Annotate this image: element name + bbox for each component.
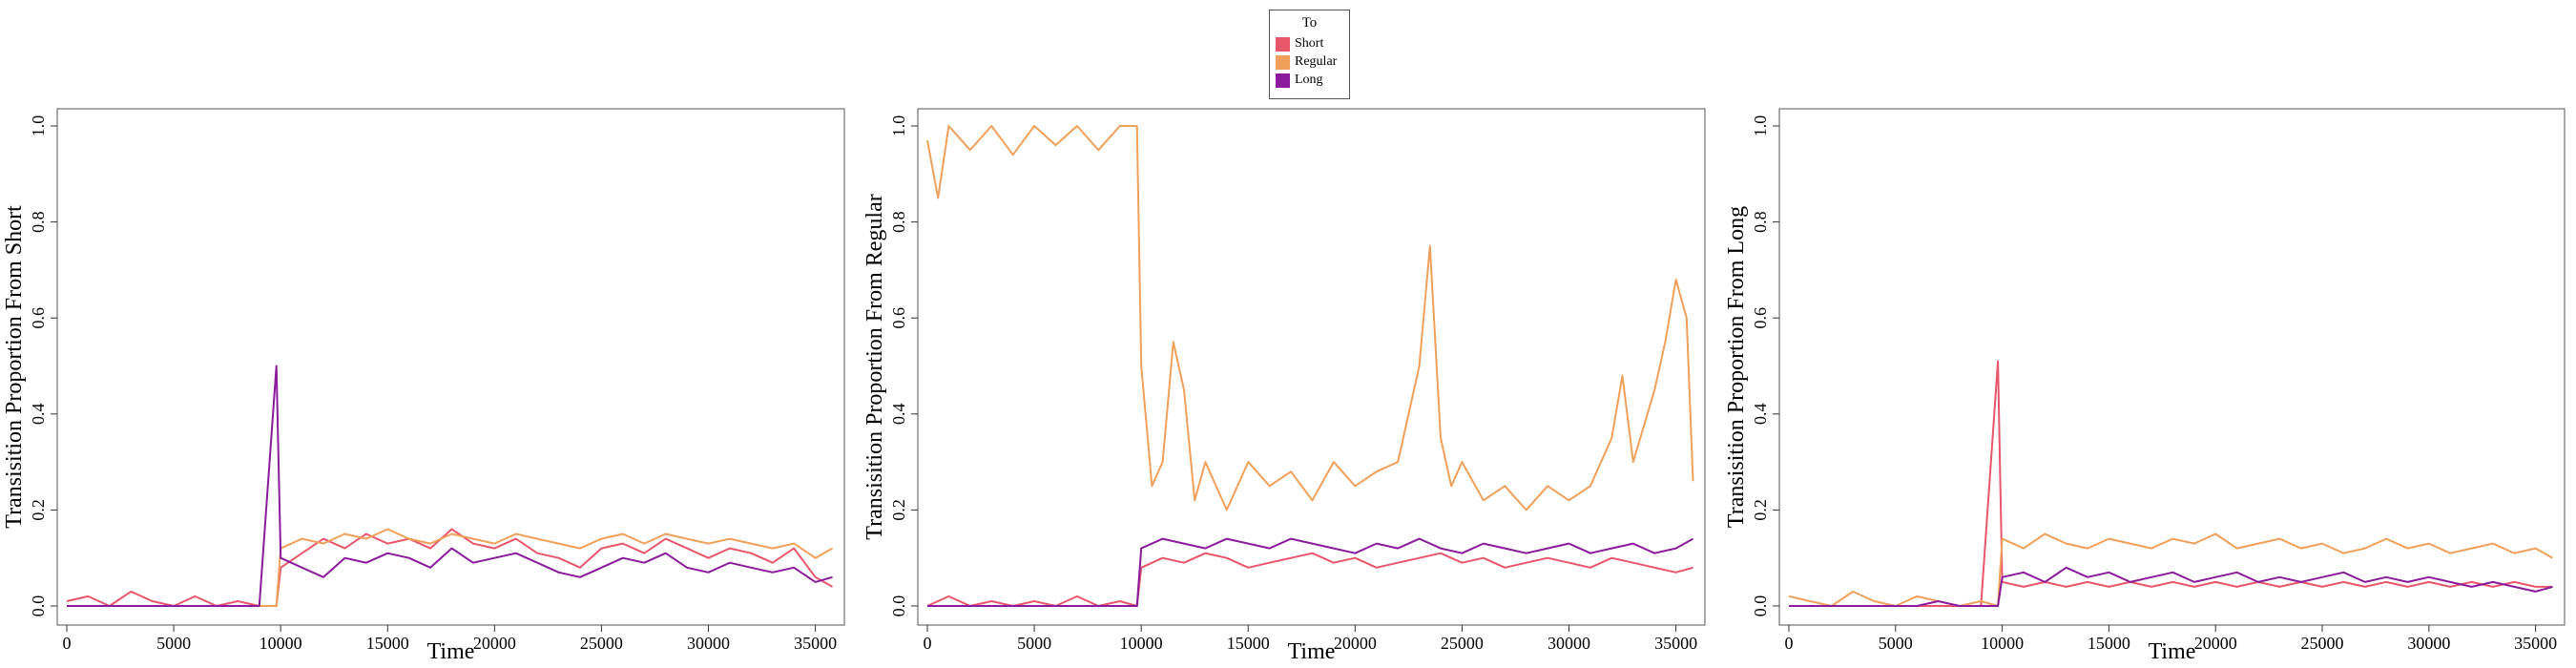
- panel-3-series-long: [1789, 566, 2553, 607]
- panel-3-x-tick-label: 30000: [2407, 634, 2450, 653]
- panel-2-x-tick-label: 35000: [1654, 634, 1697, 653]
- panel-2-y-tick-label: 0.6: [889, 307, 908, 329]
- panel-1-frame: [56, 108, 845, 626]
- panel-1-y-tick-label: 0.8: [29, 211, 48, 233]
- panel-3-x-tick-label: 0: [1785, 634, 1794, 653]
- legend-item-regular: Regular: [1276, 54, 1337, 72]
- panel-3-y-tick-label: 0.0: [1751, 595, 1770, 617]
- panel-2-y-tick-label: 0.0: [889, 595, 908, 617]
- panel-2-y-tick-label: 0.2: [889, 499, 908, 521]
- panel-2-series-long: [927, 537, 1693, 607]
- panel-2-x-tick-label: 5000: [1017, 634, 1051, 653]
- panel-1-series-long: [67, 365, 833, 607]
- panel-3-x-axis-label: Time: [2149, 639, 2196, 664]
- panel-2-y-tick-label: 0.8: [889, 211, 908, 233]
- panel-2-x-tick-label: 25000: [1441, 634, 1484, 653]
- panel-3-series-short: [1789, 360, 2553, 607]
- panel-1-x-tick-label: 0: [63, 634, 72, 653]
- panel-3-y-axis-label: Transisition Proportion From Long: [1724, 206, 1749, 528]
- panel-2-x-tick-label: 0: [924, 634, 932, 653]
- panel-3-x-tick-label: 10000: [1981, 634, 2024, 653]
- panel-2-series-short: [926, 552, 1693, 607]
- panel-2-x-tick-label: 10000: [1120, 634, 1163, 653]
- legend-label-regular: Regular: [1295, 54, 1338, 69]
- panel-2-x-axis-label: Time: [1288, 639, 1336, 664]
- panel-2-x-tick-label: 20000: [1334, 634, 1377, 653]
- legend-swatch-regular: [1276, 54, 1290, 70]
- panel-2-y-tick-label: 0.4: [889, 404, 908, 426]
- panel-2-x-tick-label: 15000: [1227, 634, 1270, 653]
- panel-3-y-tick-label: 0.6: [1751, 307, 1770, 329]
- panel-3-x-tick-label: 15000: [2088, 634, 2130, 653]
- panel-3-x-tick-label: 20000: [2194, 634, 2237, 653]
- panel-3-y-tick-label: 0.2: [1751, 499, 1770, 521]
- panel-2-y-tick-label: 1.0: [889, 115, 908, 137]
- legend-swatch-short: [1276, 36, 1290, 52]
- panel-3-y-tick-label: 0.4: [1751, 404, 1770, 426]
- panel-3-series-regular: [1788, 532, 2553, 607]
- panel-2-x-tick-label: 30000: [1548, 634, 1590, 653]
- panel-1-y-tick-label: 1.0: [29, 115, 48, 137]
- panel-1-x-tick-label: 20000: [473, 634, 516, 653]
- legend-label-long: Long: [1295, 73, 1323, 87]
- legend-item-short: Short: [1276, 36, 1323, 53]
- panel-1-x-tick-label: 35000: [794, 634, 837, 653]
- panel-1-x-tick-label: 5000: [156, 634, 191, 653]
- panel-1-x-tick-label: 10000: [260, 634, 302, 653]
- panel-2-y-axis-label: Transisition Proportion From Regular: [862, 194, 887, 539]
- legend-label-short: Short: [1295, 36, 1324, 51]
- panel-2-series-regular: [926, 125, 1694, 511]
- panel-3-x-tick-label: 35000: [2514, 634, 2557, 653]
- panel-1-y-tick-label: 0.2: [29, 499, 48, 521]
- legend-swatch-long: [1276, 73, 1290, 88]
- legend-title: To: [1301, 15, 1318, 31]
- panel-1-y-tick-label: 0.0: [29, 595, 48, 617]
- panel-1-y-tick-label: 0.6: [29, 307, 48, 329]
- panel-1-x-tick-label: 30000: [687, 634, 730, 653]
- panel-1-x-tick-label: 25000: [580, 634, 623, 653]
- panel-1-x-tick-label: 15000: [366, 634, 409, 653]
- legend-item-long: Long: [1276, 73, 1323, 90]
- panel-3-x-tick-label: 25000: [2301, 634, 2344, 653]
- legend: To Short Regular Long: [1269, 10, 1350, 99]
- panel-3-frame: [1778, 108, 2566, 626]
- panel-3-x-tick-label: 5000: [1879, 634, 1913, 653]
- panel-3-y-tick-label: 1.0: [1751, 115, 1770, 137]
- panel-2-frame: [917, 108, 1706, 626]
- panel-1-y-tick-label: 0.4: [29, 404, 48, 426]
- panel-1-x-axis-label: Time: [427, 639, 475, 664]
- panel-1-y-axis-label: Transisition Proportion From Short: [2, 205, 27, 529]
- panel-3-y-tick-label: 0.8: [1751, 211, 1770, 233]
